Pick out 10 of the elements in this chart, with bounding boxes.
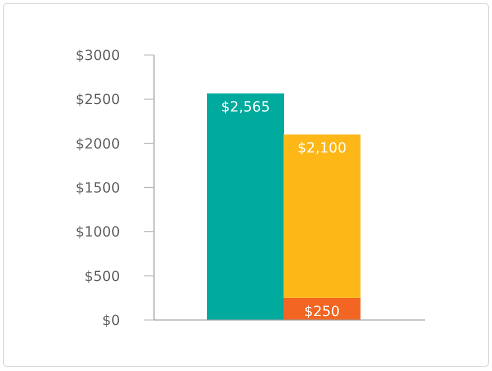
y-tick-label: $0 (102, 312, 120, 329)
data-label: $250 (304, 304, 340, 320)
y-tick-label: $2500 (75, 92, 120, 108)
y-tick-label: $500 (84, 268, 120, 285)
y-tick-label: $3000 (75, 48, 120, 64)
y-tick-label: $2000 (75, 136, 120, 152)
y-tick-label: $1000 (75, 224, 120, 241)
total-label: $2,100 (298, 140, 346, 157)
data-label: $2,565 (221, 100, 270, 116)
y-tick-label: $1500 (75, 180, 120, 196)
